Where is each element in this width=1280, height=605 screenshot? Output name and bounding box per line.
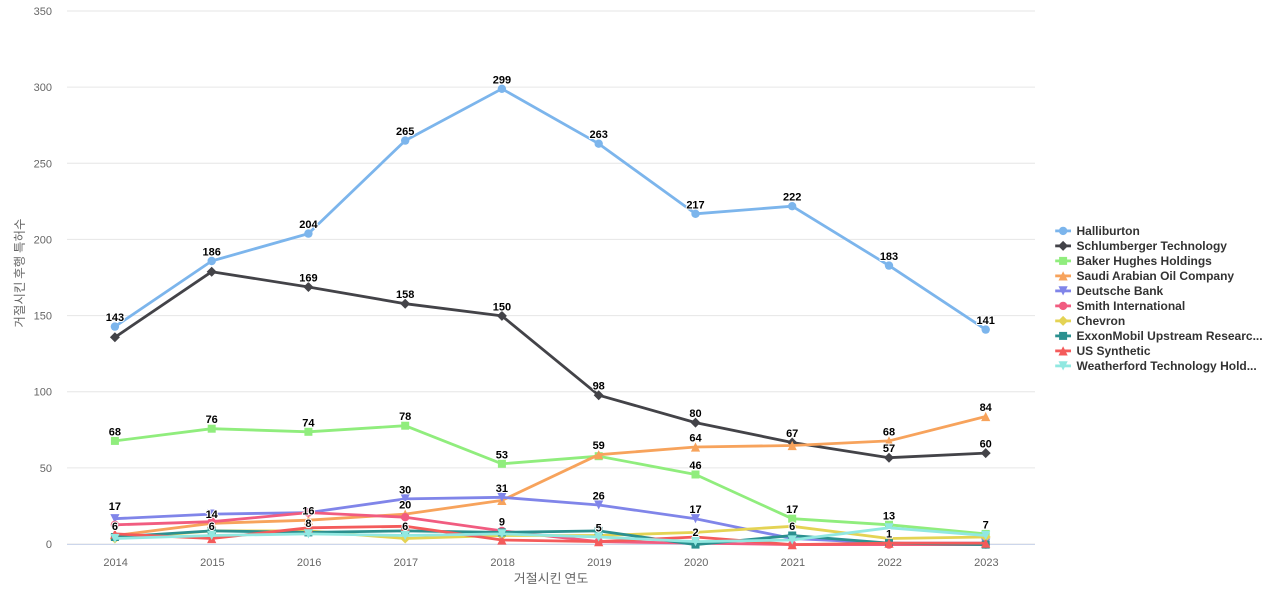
svg-text:Smith International: Smith International — [1077, 299, 1186, 313]
svg-text:265: 265 — [396, 126, 414, 138]
svg-text:68: 68 — [883, 426, 895, 438]
svg-text:350: 350 — [34, 6, 52, 18]
svg-text:183: 183 — [880, 251, 898, 263]
svg-text:222: 222 — [783, 192, 801, 204]
svg-text:67: 67 — [786, 428, 798, 440]
svg-text:Schlumberger Technology: Schlumberger Technology — [1077, 239, 1228, 253]
svg-text:68: 68 — [109, 426, 121, 438]
svg-text:2: 2 — [692, 527, 698, 539]
svg-text:53: 53 — [496, 449, 508, 461]
svg-text:78: 78 — [399, 411, 411, 423]
svg-text:76: 76 — [206, 414, 218, 426]
svg-text:2022: 2022 — [877, 557, 901, 569]
svg-text:59: 59 — [593, 440, 605, 452]
svg-text:300: 300 — [34, 82, 52, 94]
svg-text:158: 158 — [396, 289, 414, 301]
svg-text:6: 6 — [789, 521, 795, 533]
svg-text:9: 9 — [499, 516, 505, 528]
svg-text:2021: 2021 — [781, 557, 805, 569]
svg-text:2015: 2015 — [200, 557, 224, 569]
svg-text:1: 1 — [886, 529, 892, 541]
svg-text:2017: 2017 — [394, 557, 418, 569]
svg-text:16: 16 — [302, 506, 314, 518]
svg-text:98: 98 — [593, 381, 605, 393]
svg-text:Chevron: Chevron — [1077, 314, 1126, 328]
svg-text:2014: 2014 — [103, 557, 127, 569]
svg-text:141: 141 — [977, 315, 995, 327]
svg-text:Baker Hughes Holdings: Baker Hughes Holdings — [1077, 254, 1213, 268]
svg-text:30: 30 — [399, 484, 411, 496]
svg-text:26: 26 — [593, 491, 605, 503]
svg-text:217: 217 — [686, 199, 704, 211]
svg-text:169: 169 — [299, 273, 317, 285]
svg-text:74: 74 — [302, 417, 315, 429]
svg-text:2018: 2018 — [490, 557, 514, 569]
svg-text:6: 6 — [402, 521, 408, 533]
svg-text:204: 204 — [299, 219, 318, 231]
svg-text:Saudi Arabian Oil Company: Saudi Arabian Oil Company — [1077, 269, 1235, 283]
svg-text:150: 150 — [34, 311, 52, 323]
svg-text:13: 13 — [883, 510, 895, 522]
svg-text:57: 57 — [883, 443, 895, 455]
svg-text:50: 50 — [40, 463, 52, 475]
svg-text:0: 0 — [46, 539, 52, 551]
svg-text:Deutsche Bank: Deutsche Bank — [1077, 284, 1164, 298]
svg-text:14: 14 — [206, 509, 219, 521]
svg-text:80: 80 — [689, 408, 701, 420]
svg-text:60: 60 — [980, 439, 992, 451]
svg-text:263: 263 — [590, 129, 608, 141]
svg-text:143: 143 — [106, 312, 124, 324]
svg-text:186: 186 — [203, 247, 221, 259]
svg-text:6: 6 — [112, 521, 118, 533]
svg-text:7: 7 — [983, 519, 989, 531]
svg-text:64: 64 — [689, 433, 702, 445]
svg-text:Halliburton: Halliburton — [1077, 224, 1140, 238]
svg-text:2023: 2023 — [974, 557, 998, 569]
svg-text:200: 200 — [34, 234, 52, 246]
svg-text:17: 17 — [786, 504, 798, 516]
svg-text:84: 84 — [980, 402, 993, 414]
svg-text:17: 17 — [109, 501, 121, 513]
svg-text:2020: 2020 — [684, 557, 708, 569]
svg-text:150: 150 — [493, 301, 511, 313]
svg-text:ExxonMobil Upstream Researc...: ExxonMobil Upstream Researc... — [1077, 329, 1263, 343]
svg-text:46: 46 — [689, 460, 701, 472]
svg-text:8: 8 — [305, 518, 311, 530]
svg-text:US Synthetic: US Synthetic — [1077, 344, 1151, 358]
svg-text:2016: 2016 — [297, 557, 321, 569]
svg-text:5: 5 — [596, 523, 602, 535]
svg-text:6: 6 — [209, 521, 215, 533]
svg-text:299: 299 — [493, 74, 511, 86]
svg-text:250: 250 — [34, 158, 52, 170]
svg-text:2019: 2019 — [587, 557, 611, 569]
svg-text:Weatherford Technology Hold...: Weatherford Technology Hold... — [1077, 359, 1257, 373]
svg-text:100: 100 — [34, 387, 52, 399]
svg-text:31: 31 — [496, 483, 508, 495]
svg-text:17: 17 — [689, 504, 701, 516]
svg-text:20: 20 — [399, 500, 411, 512]
